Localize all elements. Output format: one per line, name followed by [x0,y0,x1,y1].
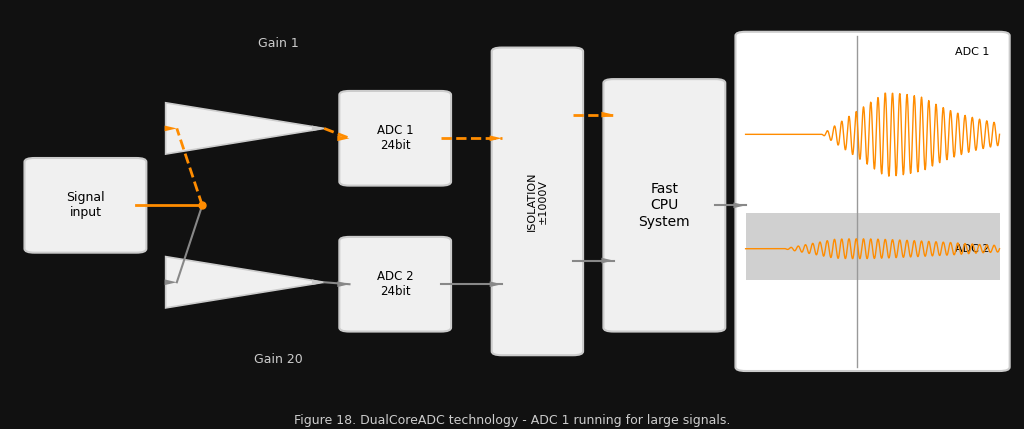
FancyBboxPatch shape [25,158,146,253]
Text: Fast
CPU
System: Fast CPU System [639,182,690,229]
Text: ADC 1
24bit: ADC 1 24bit [377,124,414,152]
Polygon shape [337,281,349,287]
Polygon shape [601,258,613,263]
Polygon shape [165,279,177,285]
Polygon shape [166,103,325,154]
FancyBboxPatch shape [603,79,725,332]
FancyBboxPatch shape [339,237,451,332]
Text: ISOLATION
±1000V: ISOLATION ±1000V [526,172,548,231]
Polygon shape [312,279,325,285]
Polygon shape [166,257,325,308]
Polygon shape [601,112,613,118]
Text: Signal
input: Signal input [67,191,104,219]
Polygon shape [337,136,349,141]
Text: ADC 2: ADC 2 [954,244,989,254]
Text: Gain 1: Gain 1 [258,37,299,50]
Text: ADC 1: ADC 1 [955,46,989,57]
Polygon shape [489,281,502,287]
Polygon shape [733,202,745,208]
Bar [745,213,999,280]
FancyBboxPatch shape [492,48,583,355]
Text: ADC 2
24bit: ADC 2 24bit [377,270,414,298]
Polygon shape [165,126,177,131]
Text: Gain 20: Gain 20 [254,353,303,366]
Text: Figure 18. DualCoreADC technology - ADC 1 running for large signals.: Figure 18. DualCoreADC technology - ADC … [294,414,730,427]
Polygon shape [489,136,502,141]
FancyBboxPatch shape [735,32,1010,371]
FancyBboxPatch shape [339,91,451,186]
Polygon shape [312,126,325,131]
